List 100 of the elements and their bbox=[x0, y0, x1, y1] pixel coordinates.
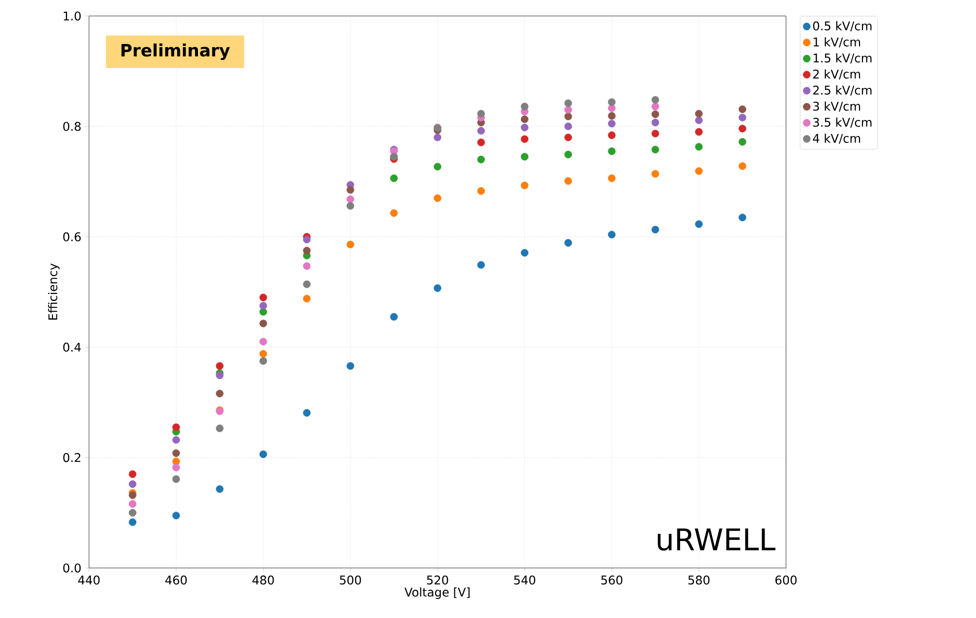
point bbox=[520, 182, 528, 190]
point bbox=[172, 475, 180, 483]
x-tick-label: 600 bbox=[775, 576, 797, 585]
legend-label: 3 kV/cm bbox=[813, 101, 860, 112]
x-tick-label: 440 bbox=[78, 576, 100, 585]
point bbox=[346, 362, 354, 370]
point bbox=[608, 147, 616, 156]
point bbox=[652, 226, 660, 234]
point bbox=[390, 209, 398, 217]
point bbox=[128, 508, 136, 517]
point bbox=[652, 170, 660, 178]
y-tick-label: 0.8 bbox=[63, 122, 81, 131]
point bbox=[738, 214, 746, 222]
point bbox=[652, 110, 660, 118]
x-axis-title: Voltage [V] bbox=[404, 587, 470, 599]
point bbox=[477, 156, 485, 164]
point bbox=[259, 320, 268, 328]
y-tick-label: 0.6 bbox=[63, 232, 81, 242]
point bbox=[303, 409, 311, 417]
point bbox=[695, 143, 703, 151]
x-tick-label: 500 bbox=[340, 576, 361, 585]
point bbox=[608, 120, 616, 128]
point bbox=[346, 195, 354, 204]
point bbox=[216, 372, 224, 380]
point bbox=[695, 128, 703, 136]
y-axis-title: Efficiency bbox=[48, 264, 60, 320]
point bbox=[738, 124, 746, 132]
point bbox=[564, 177, 572, 185]
point bbox=[520, 248, 528, 257]
point bbox=[303, 262, 311, 270]
point bbox=[608, 230, 616, 238]
x-tick-label: 460 bbox=[165, 576, 187, 585]
point bbox=[738, 138, 746, 146]
point bbox=[477, 110, 485, 118]
x-tick-label: 540 bbox=[514, 576, 536, 585]
point bbox=[303, 246, 311, 254]
point bbox=[216, 424, 224, 432]
point bbox=[477, 127, 485, 135]
point bbox=[259, 338, 268, 346]
point bbox=[652, 118, 660, 126]
point bbox=[346, 186, 354, 194]
point bbox=[695, 220, 703, 228]
point bbox=[695, 116, 703, 124]
point bbox=[695, 167, 703, 175]
point bbox=[652, 102, 660, 110]
point bbox=[434, 134, 442, 142]
point bbox=[172, 423, 180, 432]
point bbox=[216, 485, 224, 493]
point bbox=[434, 284, 442, 292]
point bbox=[172, 449, 180, 457]
y-tick-label: 0.4 bbox=[63, 342, 81, 352]
point bbox=[172, 458, 180, 466]
point bbox=[390, 174, 398, 182]
point bbox=[172, 436, 180, 444]
y-tick-label: 0.0 bbox=[63, 563, 81, 573]
point bbox=[564, 239, 572, 247]
point bbox=[738, 105, 746, 114]
point bbox=[520, 102, 528, 110]
point bbox=[477, 138, 485, 146]
point bbox=[390, 313, 398, 321]
y-tick-label: 1.0 bbox=[64, 11, 81, 21]
point bbox=[259, 357, 268, 365]
point bbox=[564, 150, 572, 158]
point bbox=[564, 99, 572, 107]
x-tick-label: 560 bbox=[601, 576, 622, 585]
x-tick-label: 480 bbox=[252, 576, 274, 585]
point bbox=[564, 112, 572, 120]
point bbox=[564, 134, 572, 142]
point bbox=[346, 202, 354, 210]
point bbox=[303, 294, 311, 302]
annotation: Preliminary bbox=[122, 44, 230, 60]
point bbox=[216, 362, 224, 370]
point bbox=[172, 464, 180, 472]
point bbox=[608, 98, 616, 106]
x-tick-label: 520 bbox=[427, 576, 448, 585]
point bbox=[520, 135, 528, 143]
point bbox=[652, 146, 660, 154]
point bbox=[346, 240, 354, 248]
point bbox=[738, 114, 746, 122]
point bbox=[477, 187, 485, 195]
point bbox=[259, 302, 268, 310]
point bbox=[259, 350, 268, 358]
point bbox=[738, 162, 746, 170]
point bbox=[520, 124, 528, 132]
point bbox=[564, 106, 572, 114]
annotation: uRWELL bbox=[658, 528, 776, 551]
point bbox=[303, 280, 311, 288]
legend-label: 3.5 kV/cm bbox=[813, 118, 872, 128]
point bbox=[434, 194, 442, 202]
point bbox=[608, 174, 616, 182]
point bbox=[259, 450, 268, 458]
point bbox=[477, 261, 485, 269]
point bbox=[608, 112, 616, 120]
point bbox=[652, 130, 660, 138]
point bbox=[128, 480, 136, 488]
legend-label: 0.5 kV/cm bbox=[813, 21, 872, 32]
point bbox=[216, 390, 224, 398]
point bbox=[520, 152, 528, 161]
point bbox=[520, 115, 528, 124]
legend-label: 2 kV/cm bbox=[813, 69, 860, 80]
